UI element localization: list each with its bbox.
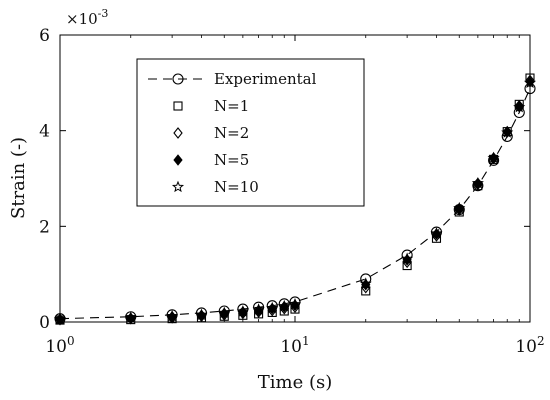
data-point xyxy=(471,176,484,189)
data-point xyxy=(218,306,231,319)
legend-marker xyxy=(173,127,183,139)
data-point xyxy=(513,100,526,113)
x-tick-label: 101 xyxy=(280,334,309,357)
data-point xyxy=(166,309,179,322)
y-multiplier-base: ×10 xyxy=(66,10,98,28)
data-point xyxy=(359,277,372,289)
legend-entry: N=1 xyxy=(173,97,249,115)
legend-marker xyxy=(171,180,185,193)
y-tick-label: 6 xyxy=(39,26,50,46)
y-tick-label: 0 xyxy=(39,313,50,333)
data-point xyxy=(195,308,208,320)
legend-marker xyxy=(173,154,183,166)
legend-label: Experimental xyxy=(214,70,317,88)
plot-marks xyxy=(53,73,537,326)
y-axis-multiplier: ×10-3 xyxy=(66,7,108,28)
y-multiplier-exponent: -3 xyxy=(98,7,109,20)
x-tick-label: 102 xyxy=(515,334,544,357)
data-point xyxy=(487,151,500,164)
legend-label: N=5 xyxy=(214,151,249,169)
legend-entry: N=5 xyxy=(173,151,249,169)
data-point xyxy=(266,301,279,314)
data-point xyxy=(430,227,443,239)
legend-label: N=10 xyxy=(214,178,259,196)
legend-entry: N=10 xyxy=(171,178,259,196)
data-point xyxy=(288,297,302,310)
legend: Experimental N=1 N=2 N=5 N=10 xyxy=(136,58,365,207)
y-tick-label: 4 xyxy=(39,122,50,142)
y-tick-label: 2 xyxy=(39,217,50,237)
y-axis-label: Strain (-) xyxy=(8,137,29,219)
data-point xyxy=(401,252,414,264)
x-axis-label: Time (s) xyxy=(258,372,333,393)
legend-entry: Experimental xyxy=(148,70,317,88)
legend-marker xyxy=(172,73,184,85)
data-point xyxy=(252,303,265,315)
axis-ticks: 0 2 4 6 100 101 102 xyxy=(39,26,544,357)
data-point xyxy=(501,126,514,138)
legend-label: N=2 xyxy=(214,124,249,142)
legend-label: N=1 xyxy=(214,97,249,115)
x-tick-label: 100 xyxy=(45,334,74,357)
legend-entry: N=2 xyxy=(173,124,249,142)
legend-marker xyxy=(173,101,183,111)
data-point xyxy=(453,201,466,214)
data-point xyxy=(236,305,249,317)
data-point xyxy=(278,299,291,312)
